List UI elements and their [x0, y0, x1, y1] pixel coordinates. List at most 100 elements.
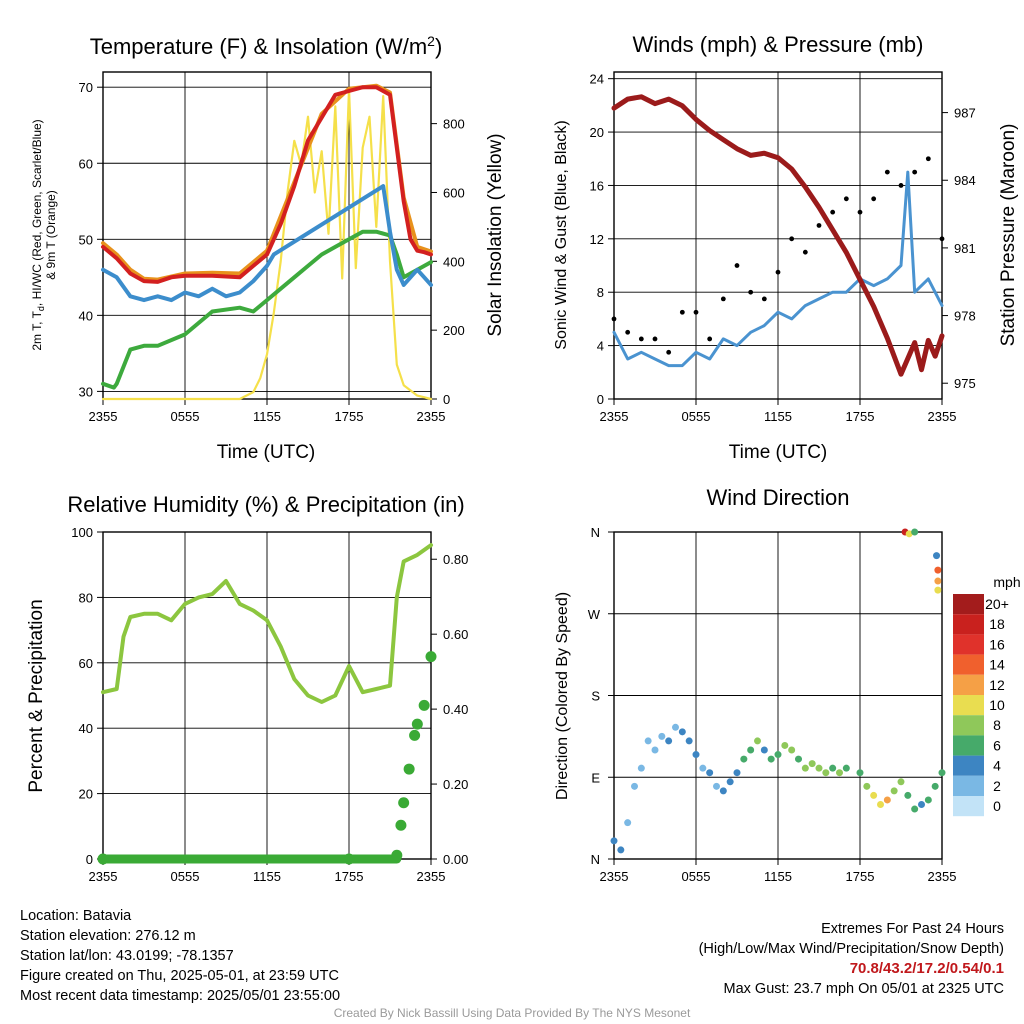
gust-point	[707, 336, 713, 342]
temp-ytick-label: 40	[79, 308, 93, 323]
direction-point	[685, 737, 693, 745]
dir-xtick-label: 2355	[600, 869, 629, 884]
gust-point	[816, 223, 822, 228]
winds-ylabel: Sonic Wind & Gust (Blue, Black)	[553, 120, 570, 349]
rh-xtick-label: 1155	[253, 869, 281, 884]
extremes-legend: (High/Low/Max Wind/Precipitation/Snow De…	[698, 941, 1004, 957]
rh-y2tick-label: 0.00	[443, 852, 468, 867]
speed-legend-swatch	[953, 755, 984, 776]
extremes-values: 70.8/43.2/17.2/0.54/0.1	[849, 960, 1004, 977]
figure-created: Figure created on Thu, 2025-05-01, at 23…	[20, 968, 339, 984]
temp-xtick-label: 0555	[171, 409, 200, 424]
direction-point	[883, 796, 891, 804]
wind-ytick-label: 12	[590, 232, 604, 247]
temp-xtick-label: 1755	[335, 409, 364, 424]
winds-panel-title: Winds (mph) & Pressure (mb)	[633, 32, 924, 57]
dir-ytick-label: S	[591, 689, 600, 704]
direction-point	[672, 723, 679, 731]
dir-ytick-label: E	[591, 770, 600, 785]
temp-ytick-label: 30	[79, 384, 93, 399]
direction-point	[808, 760, 816, 768]
gust-point	[789, 236, 795, 242]
relative-humidity-line	[101, 543, 433, 704]
direction-point	[815, 764, 823, 772]
winds-xlabel: Time (UTC)	[729, 442, 828, 463]
direction-point	[904, 791, 912, 799]
direction-point	[911, 528, 919, 536]
humidity-panel-title: Relative Humidity (%) & Precipitation (i…	[67, 492, 464, 517]
speed-legend-swatch	[953, 735, 984, 756]
direction-point	[699, 764, 707, 772]
gust-point	[912, 169, 918, 175]
direction-point	[897, 778, 905, 786]
station-info: Location: Batavia Station elevation: 276…	[20, 906, 340, 1006]
direction-point	[905, 530, 913, 538]
gust-point	[679, 309, 685, 315]
direction-point	[918, 801, 925, 808]
direction-point	[870, 791, 878, 799]
speed-legend-title: mph	[993, 574, 1020, 590]
direction-point	[863, 782, 871, 790]
direction-point	[931, 782, 939, 790]
direction-point	[747, 746, 755, 754]
gust-point	[925, 156, 931, 162]
direction-point	[934, 577, 942, 585]
chart-plots: 2355 0555 1155 1755 235530405060700200400600…	[71, 71, 1009, 884]
gust-point	[734, 263, 740, 268]
sonic-wind-line	[612, 170, 944, 368]
direction-point	[706, 769, 714, 777]
rh-y2tick-label: 0.20	[443, 777, 468, 792]
wind-y2tick-label: 975	[954, 376, 976, 391]
two-meter-temp-line	[101, 85, 433, 284]
wind-chill-line	[101, 184, 433, 303]
direction-point	[911, 805, 919, 813]
gust-point	[625, 329, 631, 335]
wind-ytick-label: 4	[597, 339, 604, 354]
gust-point	[898, 183, 904, 188]
direction-point	[836, 769, 843, 777]
speed-legend-label: 0	[993, 798, 1001, 814]
precip-point	[395, 819, 407, 831]
direction-point	[842, 764, 850, 772]
temp-ylabel-line1: 2m T, Td, HI/WC (Red, Green, Scarlet/Blu…	[30, 119, 46, 350]
rh-ytick-label: 40	[79, 721, 93, 736]
direction-point	[658, 732, 666, 740]
gust-point	[775, 269, 781, 275]
rh-ytick-label: 80	[79, 590, 93, 605]
wind-xtick-label: 0555	[682, 409, 711, 424]
speed-legend-label: 4	[993, 758, 1001, 774]
solar-y2label: Solar Insolation (Yellow)	[485, 133, 506, 336]
precip-point	[391, 849, 403, 861]
dir-ytick-label: N	[591, 525, 600, 540]
temp-axes: 2355 0555 1155 1755 2355 30 40 50 60 70 0 200 400 600…	[79, 71, 465, 424]
speed-legend-swatch	[953, 715, 984, 736]
direction-point	[760, 746, 768, 754]
direction-point	[781, 741, 789, 749]
wind-ytick-label: 24	[590, 72, 604, 87]
direction-point	[795, 755, 802, 763]
wind-y2tick-label: 978	[954, 309, 976, 324]
rh-ytick-label: 60	[79, 656, 93, 671]
direction-panel-title: Wind Direction	[706, 485, 849, 510]
speed-legend-label: 10	[989, 697, 1005, 713]
wind-xtick-label: 2355	[600, 409, 629, 424]
speed-legend-label: 16	[989, 636, 1005, 652]
direction-point	[754, 737, 761, 745]
gust-point	[693, 309, 699, 315]
direction-point	[890, 787, 898, 795]
rh-xtick-label: 2355	[89, 869, 118, 884]
gust-point	[748, 289, 754, 295]
gust-point	[611, 316, 617, 322]
temp-ylabel-line2: & 9m T (Orange)	[44, 190, 58, 280]
gust-point	[761, 296, 767, 302]
dir-ytick-label: W	[588, 607, 601, 622]
direction-point	[637, 764, 645, 772]
direction-point	[713, 782, 720, 790]
direction-point	[678, 728, 686, 736]
temp-panel-title: Temperature (F) & Insolation (W/m2)	[90, 33, 443, 59]
speed-legend-swatch	[953, 674, 984, 695]
wind-ytick-label: 16	[590, 178, 604, 193]
gust-point	[857, 209, 863, 215]
temp-y2tick-label: 0	[443, 392, 450, 407]
